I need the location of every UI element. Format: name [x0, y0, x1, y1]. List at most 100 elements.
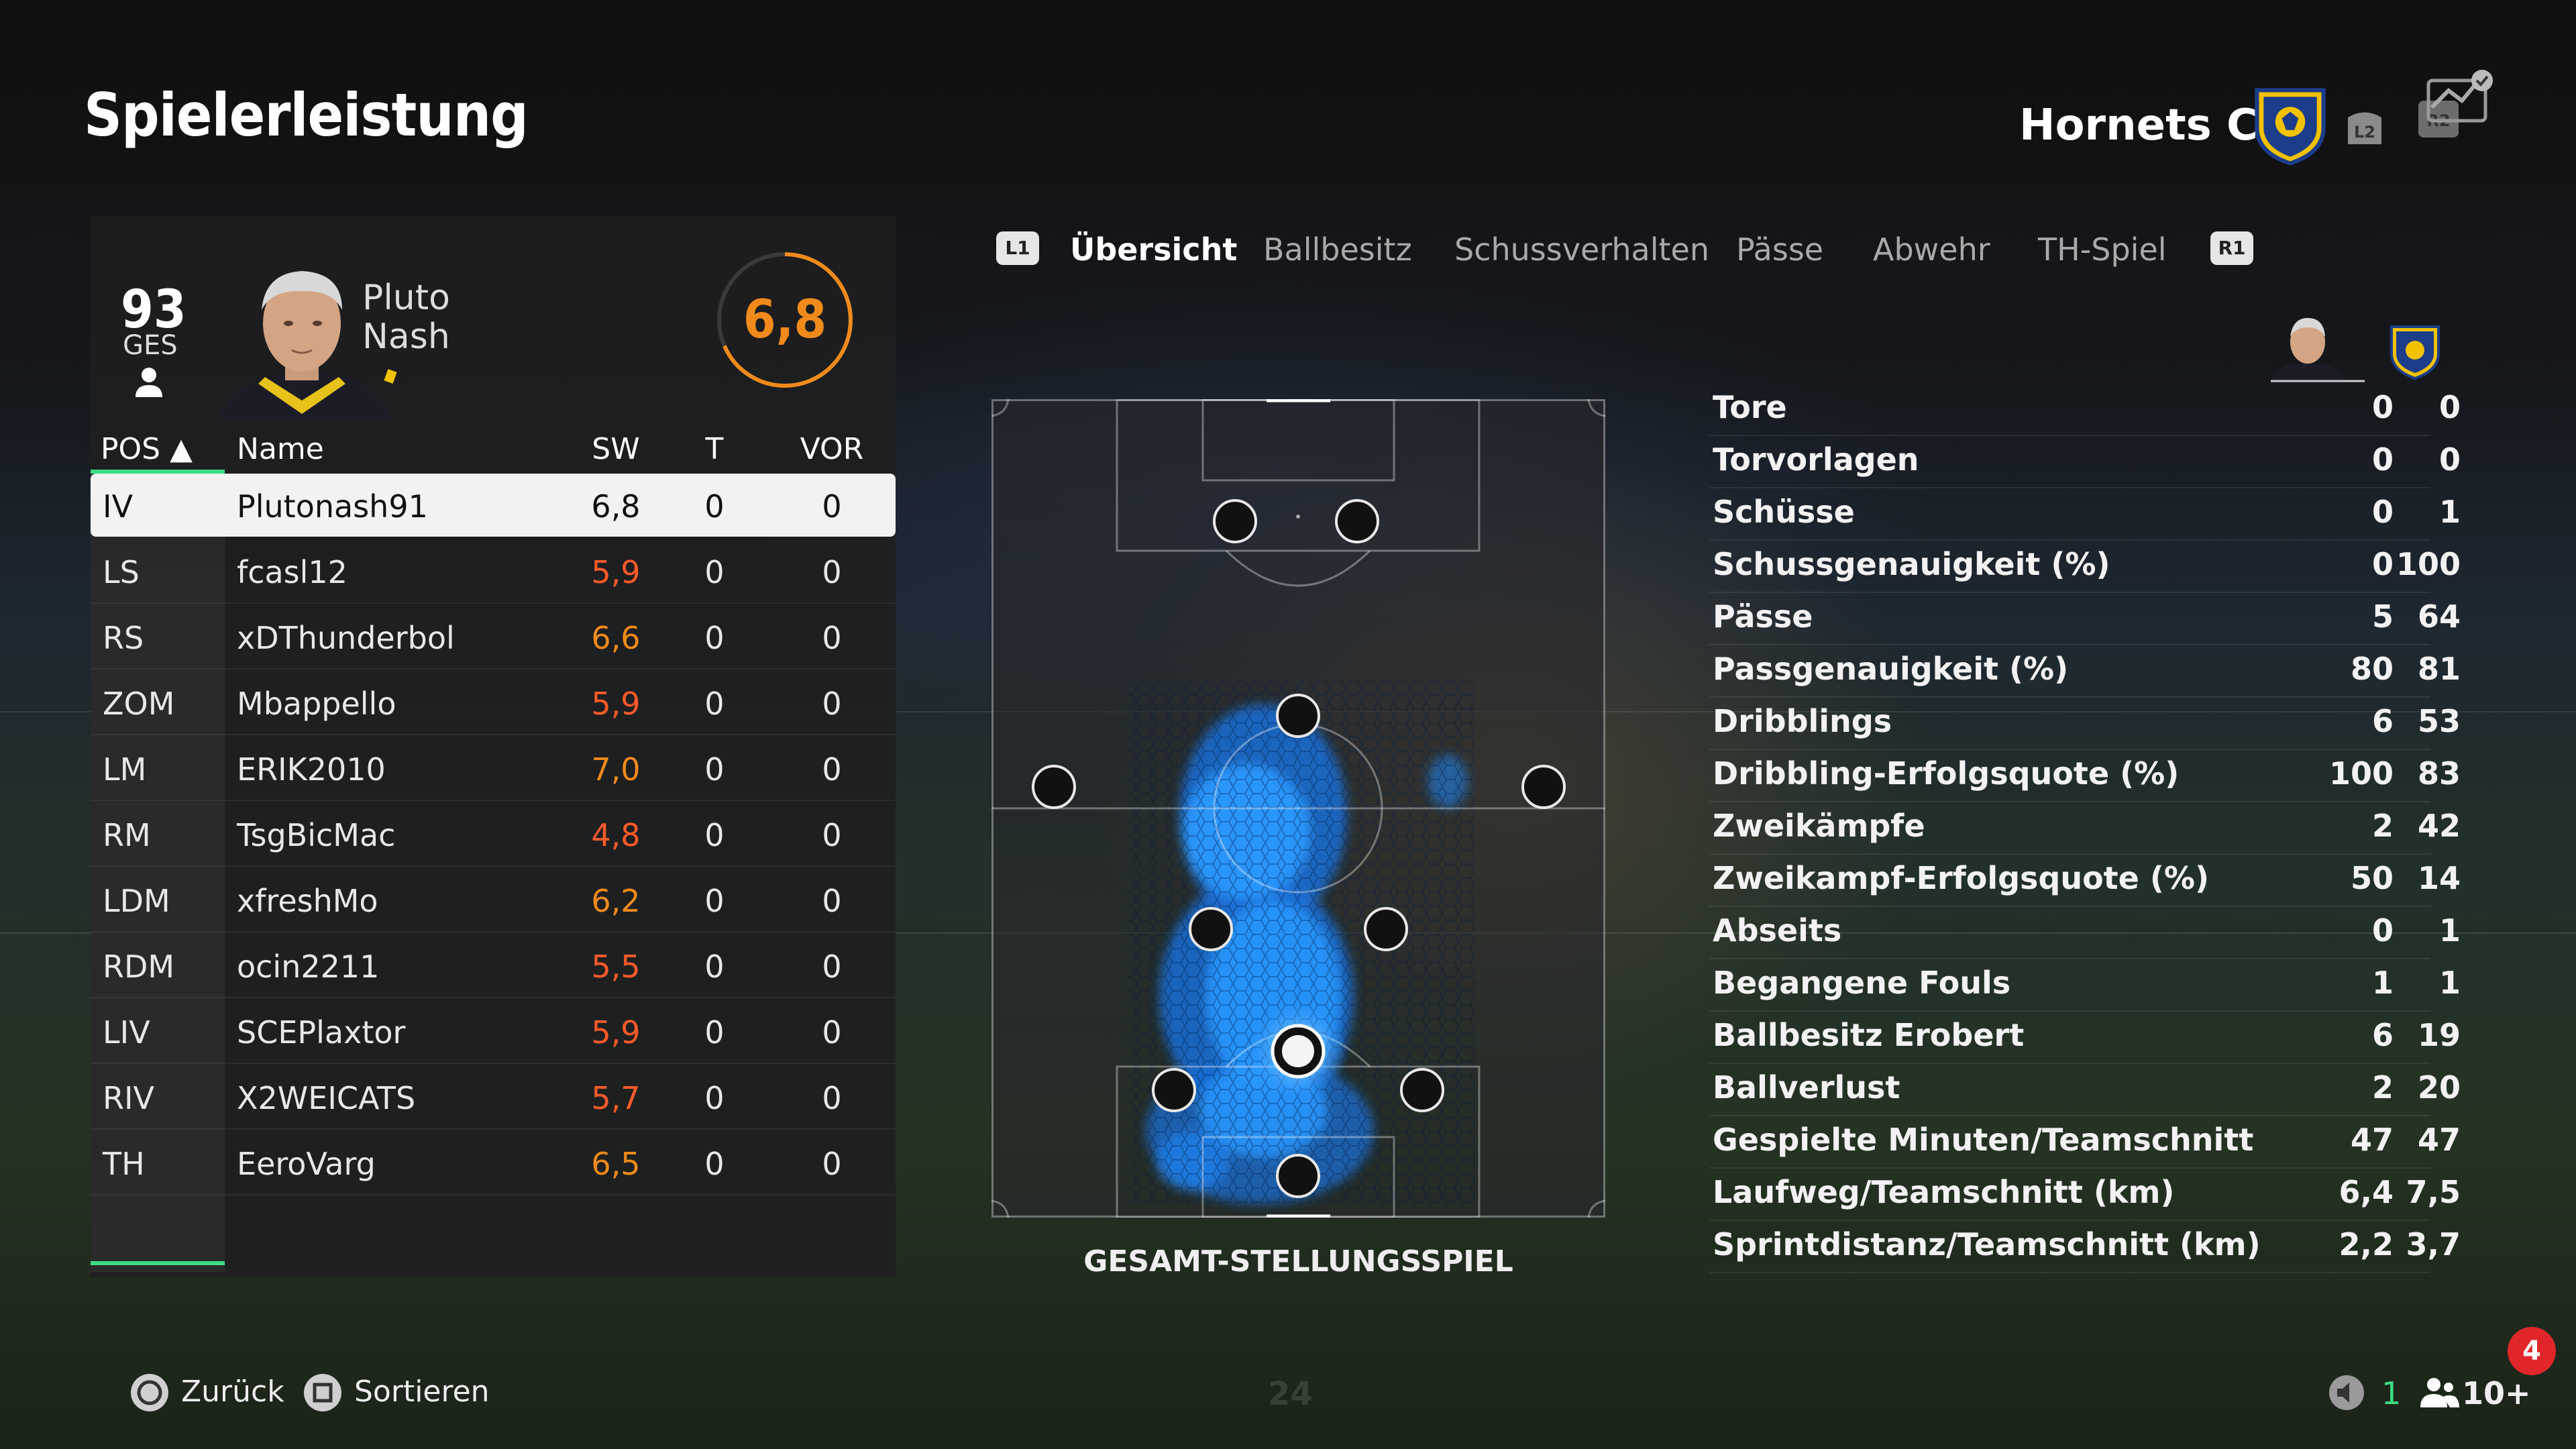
- stat-row: Begangene Fouls 1 1: [1709, 959, 2461, 1012]
- column-t-header[interactable]: T: [705, 432, 724, 466]
- table-row[interactable]: ZOM Mbappello 5,9 0 0: [91, 671, 896, 735]
- match-rating-ring: [717, 252, 853, 388]
- stat-player-value: 6: [2371, 1017, 2394, 1053]
- player-goals: 0: [704, 883, 724, 919]
- sort-indicator: [91, 470, 225, 474]
- player-match-rating: 5,9: [591, 1014, 641, 1051]
- player-goals: 0: [704, 751, 724, 788]
- player-assists: 0: [822, 1146, 842, 1182]
- player-mini-avatar: [2271, 318, 2365, 384]
- column-name-header[interactable]: Name: [237, 432, 324, 466]
- table-row[interactable]: TH EeroVarg 6,5 0 0: [91, 1131, 896, 1195]
- player-match-rating: 5,7: [591, 1080, 641, 1116]
- tab-ballbesitz[interactable]: Ballbesitz: [1263, 231, 1412, 268]
- stat-label: Dribbling-Erfolgsquote (%): [1713, 755, 2180, 792]
- player-last-name: Nash: [362, 317, 450, 357]
- stat-player-value: 6,4: [2339, 1174, 2394, 1210]
- table-row[interactable]: IV Plutonash91 6,8 0 0: [91, 474, 896, 537]
- table-row[interactable]: LM ERIK2010 7,0 0 0: [91, 737, 896, 801]
- player-position: LM: [103, 751, 147, 788]
- player-name: ERIK2010: [237, 751, 386, 788]
- stat-player-value: 50: [2350, 860, 2394, 896]
- player-first-name: Pluto: [362, 278, 450, 318]
- stat-row: Dribbling-Erfolgsquote (%) 100 83: [1709, 750, 2461, 802]
- player-match-rating: 6,8: [591, 488, 641, 525]
- table-row[interactable]: LIV SCEPlaxtor 5,9 0 0: [91, 1000, 896, 1064]
- stat-row: Abseits 0 1: [1709, 907, 2461, 959]
- stat-team-value: 0: [2438, 441, 2461, 478]
- player-name: xfreshMo: [237, 883, 378, 919]
- stat-label: Sprintdistanz/Teamschnitt (km): [1713, 1226, 2261, 1263]
- marker-lm: [1032, 765, 1076, 809]
- table-row[interactable]: LS fcasl12 5,9 0 0: [91, 539, 896, 604]
- table-row[interactable]: RM TsgBicMac 4,8 0 0: [91, 802, 896, 867]
- player-name: EeroVarg: [237, 1146, 376, 1182]
- column-pos-header[interactable]: POS ▲: [101, 432, 193, 466]
- stat-player-value: 47: [2350, 1122, 2394, 1158]
- tab-th-spiel[interactable]: TH-Spiel: [2038, 231, 2167, 268]
- r1-button-icon[interactable]: R1: [2210, 231, 2253, 265]
- player-match-rating: 5,9: [591, 554, 641, 590]
- table-header: POS ▲ Name SW T VOR: [91, 424, 896, 472]
- voice-count: 1: [2381, 1375, 2402, 1411]
- tab-uebersicht[interactable]: Übersicht: [1070, 231, 1238, 268]
- player-assists: 0: [822, 488, 842, 525]
- stat-row: Gespielte Minuten/Teamschnitt 47 47: [1709, 1116, 2461, 1169]
- stat-label: Pässe: [1713, 598, 1813, 635]
- player-assists: 0: [822, 817, 842, 853]
- club-crest-icon: [2255, 88, 2326, 165]
- notification-badge[interactable]: 4: [2508, 1327, 2556, 1375]
- marker-riv: [1400, 1068, 1444, 1112]
- stat-player-value: 0: [2371, 546, 2394, 582]
- table-row[interactable]: RS xDThunderbol 6,6 0 0: [91, 605, 896, 669]
- speaker-muted-icon: [2329, 1375, 2364, 1410]
- tab-abwehr[interactable]: Abwehr: [1873, 231, 1990, 268]
- positioning-heatmap: [991, 399, 1605, 1218]
- stat-player-value: 2,2: [2339, 1226, 2394, 1263]
- stat-label: Passgenauigkeit (%): [1713, 651, 2069, 687]
- stat-row: Zweikämpfe 2 42: [1709, 802, 2461, 855]
- stat-team-value: 100: [2396, 546, 2461, 582]
- heat-area: [1126, 681, 1474, 1204]
- player-assists: 0: [822, 1080, 842, 1116]
- stat-team-value: 3,7: [2406, 1226, 2461, 1263]
- stat-label: Ballbesitz Erobert: [1713, 1017, 2025, 1053]
- stat-team-value: 47: [2417, 1122, 2461, 1158]
- player-name: fcasl12: [237, 554, 347, 590]
- overall-label: GES: [123, 330, 178, 361]
- player-name: SCEPlaxtor: [237, 1014, 406, 1051]
- square-button-icon: [304, 1374, 341, 1411]
- stat-player-value: 2: [2371, 1069, 2394, 1106]
- player-assists: 0: [822, 554, 842, 590]
- player-match-rating: 4,8: [591, 817, 641, 853]
- player-goals: 0: [704, 488, 724, 525]
- table-row[interactable]: RDM ocin2211 5,5 0 0: [91, 934, 896, 998]
- player-position: RDM: [103, 949, 175, 985]
- stat-row: Laufweg/Teamschnitt (km) 6,4 7,5: [1709, 1169, 2461, 1221]
- column-sw-header[interactable]: SW: [592, 432, 640, 466]
- l1-button-icon[interactable]: L1: [996, 231, 1039, 265]
- player-match-rating: 7,0: [591, 751, 641, 788]
- l2-button-icon[interactable]: L2: [2341, 107, 2388, 148]
- tab-schussverhalten[interactable]: Schussverhalten: [1454, 231, 1709, 268]
- stats-compare-icon[interactable]: R2: [2412, 67, 2499, 148]
- stats-column-header: [2271, 318, 2440, 384]
- stat-row: Sprintdistanz/Teamschnitt (km) 2,2 3,7: [1709, 1221, 2461, 1273]
- player-markers: [1032, 499, 1566, 1198]
- player-match-rating: 5,9: [591, 686, 641, 722]
- match-rating-value: 6,8: [743, 290, 827, 350]
- tab-paesse[interactable]: Pässe: [1736, 231, 1824, 268]
- column-vor-header[interactable]: VOR: [800, 432, 864, 466]
- stat-label: Schüsse: [1713, 494, 1855, 530]
- table-row[interactable]: RIV X2WEICATS 5,7 0 0: [91, 1065, 896, 1130]
- marker-ls: [1213, 499, 1257, 543]
- marker-rdm: [1364, 907, 1408, 951]
- heatmap-caption: GESAMT-STELLUNGSSPIEL: [1083, 1244, 1513, 1279]
- player-goals: 0: [704, 620, 724, 656]
- stat-label: Abseits: [1713, 912, 1842, 949]
- player-match-rating: 6,6: [591, 620, 641, 656]
- player-name: xDThunderbol: [237, 620, 455, 656]
- table-row[interactable]: LDM xfreshMo 6,2 0 0: [91, 868, 896, 932]
- stat-team-value: 1: [2438, 912, 2461, 949]
- stat-row: Schussgenauigkeit (%) 0 100: [1709, 541, 2461, 593]
